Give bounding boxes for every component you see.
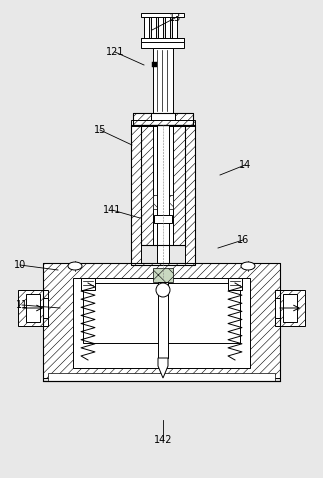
Bar <box>152 62 157 67</box>
Bar <box>228 278 242 290</box>
Bar <box>185 125 195 265</box>
Bar <box>165 15 170 38</box>
Bar <box>141 125 153 245</box>
Bar <box>83 283 240 343</box>
Text: 15: 15 <box>94 125 106 135</box>
Ellipse shape <box>241 262 255 270</box>
Bar <box>275 290 305 326</box>
Text: 13: 13 <box>169 13 181 23</box>
Text: 141: 141 <box>103 205 121 215</box>
Text: 14: 14 <box>239 160 251 170</box>
Bar <box>173 125 185 245</box>
Bar <box>175 113 193 125</box>
Text: 11: 11 <box>16 300 28 310</box>
Bar <box>133 113 151 125</box>
Bar <box>144 15 149 38</box>
Bar <box>153 48 173 113</box>
Bar <box>141 125 185 245</box>
Bar <box>283 294 297 322</box>
Bar <box>153 268 173 282</box>
Ellipse shape <box>68 262 82 270</box>
Bar <box>131 120 195 126</box>
Bar <box>81 278 95 290</box>
Bar <box>153 125 173 245</box>
Bar <box>73 278 250 368</box>
Bar <box>18 290 48 326</box>
Text: 10: 10 <box>14 260 26 270</box>
Bar <box>153 195 173 209</box>
Bar <box>154 215 172 223</box>
Bar <box>133 113 193 125</box>
Bar <box>158 282 168 358</box>
Bar <box>43 263 280 378</box>
Bar <box>275 298 280 318</box>
Bar <box>141 13 184 17</box>
Bar <box>157 125 169 280</box>
Bar <box>43 263 280 381</box>
Bar <box>131 125 141 265</box>
Text: 16: 16 <box>237 235 249 245</box>
Bar <box>141 38 184 48</box>
Bar <box>172 15 177 38</box>
Bar <box>151 15 156 38</box>
Bar <box>158 15 163 38</box>
Bar <box>43 298 48 318</box>
Text: 121: 121 <box>106 47 124 57</box>
Bar <box>26 294 40 322</box>
Bar <box>141 38 184 42</box>
Polygon shape <box>158 358 168 378</box>
Ellipse shape <box>156 283 170 297</box>
Text: 142: 142 <box>154 435 172 445</box>
Bar <box>151 113 175 125</box>
Bar <box>48 373 275 381</box>
Bar <box>131 125 195 265</box>
